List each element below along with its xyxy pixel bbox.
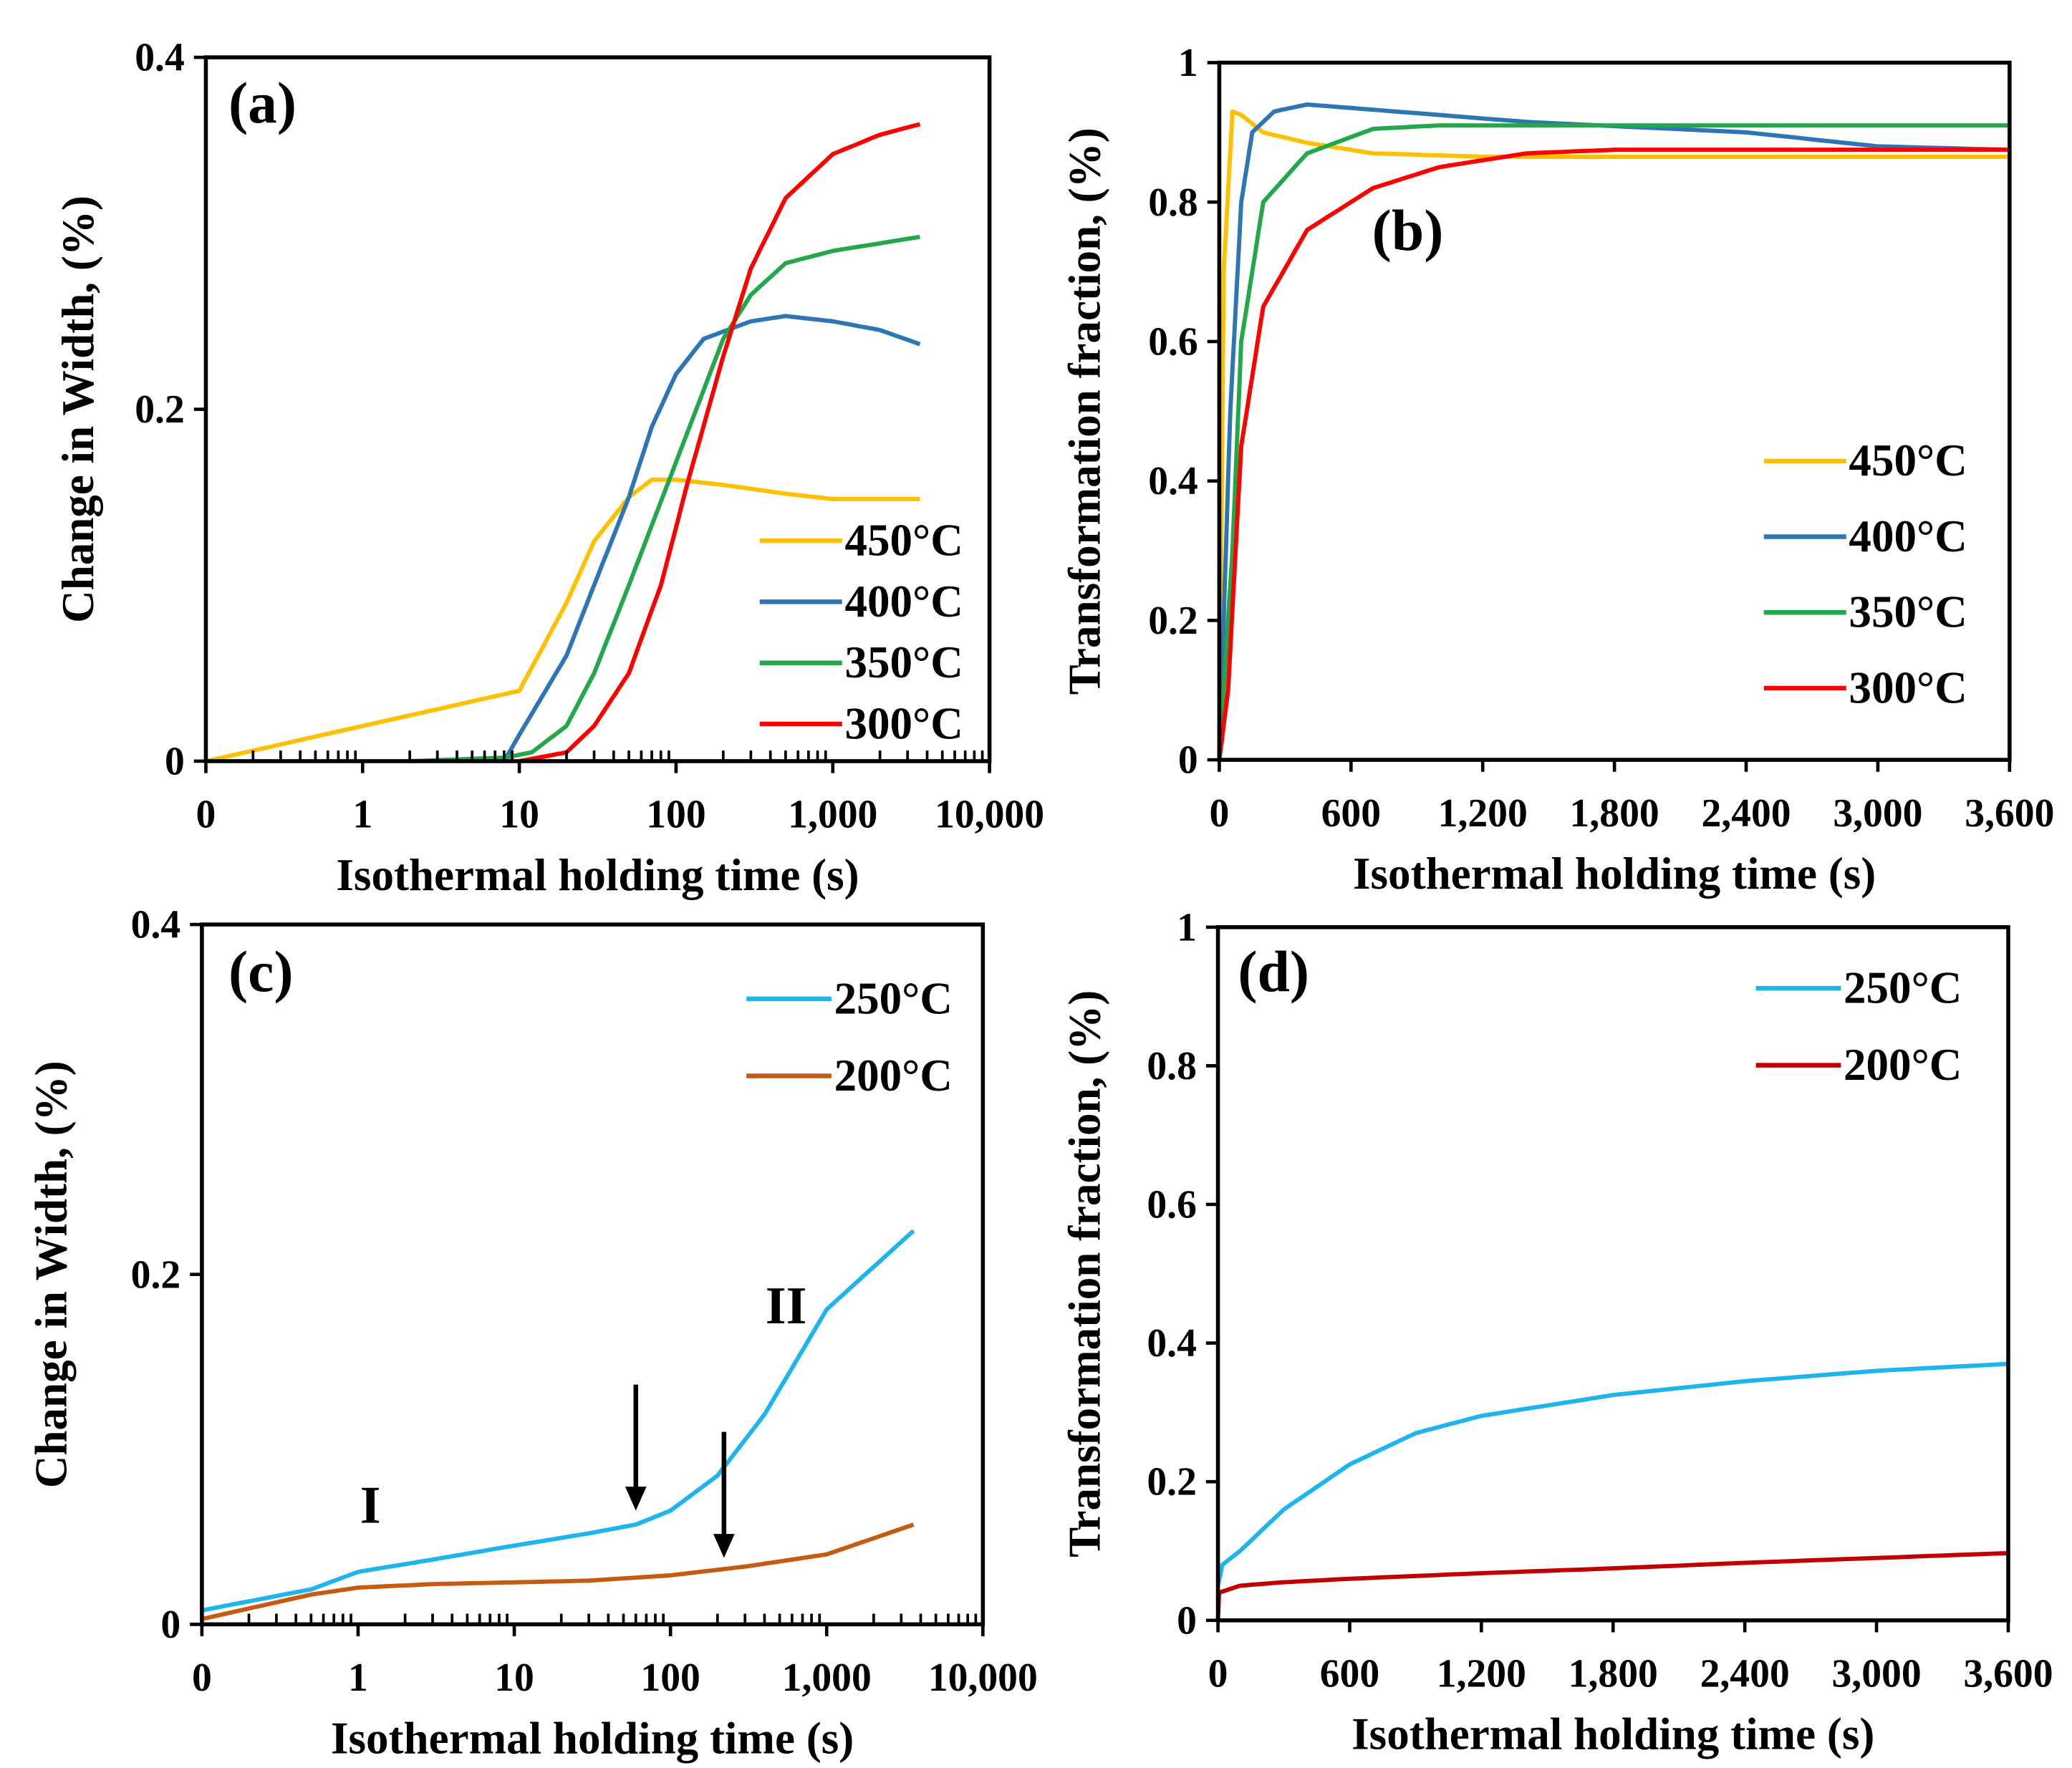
x-tick-label: 2,400 [1700,1652,1790,1696]
y-tick-label: 0.4 [1148,459,1198,503]
panel-label: (d) [1238,939,1309,1004]
x-tick-label: 600 [1321,791,1381,836]
y-axis-title: Transformation fraction, (%) [1060,127,1110,695]
x-axis-title: Isothermal holding time (s) [336,850,859,900]
series-line-200 [201,1522,915,1621]
legend-label: 250°C [1844,962,1962,1013]
x-tick-label: 3,600 [1963,1652,2053,1696]
x-tick-label: 0 [196,793,216,837]
series-line-450 [205,477,920,763]
x-tick-label: 3,000 [1833,791,1922,836]
y-tick-label: 0.8 [1148,180,1198,225]
y-tick-label: 0.6 [1147,1183,1197,1227]
panel-a: 450°C 400°C 350°C 300°C 0 0.2 0.4 0 1 10 100 1,000 1… [53,36,1044,900]
legend-label: 400°C [844,576,963,627]
series-line-300 [519,122,921,763]
x-tick-label: 3,600 [1965,791,2054,836]
x-tick-label: 0 [192,1656,212,1700]
series-line-200 [1215,1551,2009,1620]
y-tick-label: 0.6 [1148,319,1198,364]
series-line-400 [502,314,921,763]
x-tick-label: 1 [348,1656,368,1700]
x-axis-title: Isothermal holding time (s) [331,1713,854,1763]
panel-label: (c) [228,939,294,1004]
arrow-marker [625,1384,647,1511]
legend-label: 250°C [834,973,953,1023]
arrow-head-icon [713,1534,735,1558]
panel-b: 450°C 400°C 350°C 300°C 0 0.2 0.4 0.6 0.8 1 0 600 1,… [1060,41,2055,899]
y-tick-label: 1 [1177,905,1197,950]
y-tick-label: 0.2 [135,387,185,432]
x-tick-label: 1,800 [1570,791,1659,836]
y-tick-label: 0.4 [131,903,181,947]
x-tick-label: 10,000 [935,793,1044,837]
arrow-marker [713,1431,735,1558]
x-tick-label: 10 [499,793,539,837]
legend-label: 450°C [844,516,963,566]
x-tick-label: 2,400 [1701,791,1791,836]
plot-frame [1217,60,2012,762]
legend-label: 300°C [844,698,963,748]
y-tick-label: 0.2 [1147,1460,1197,1504]
legend-label: 200°C [1844,1040,1962,1090]
panel-label: (b) [1372,198,1444,263]
x-tick-label: 3,000 [1832,1652,1922,1696]
x-tick-label: 0 [1208,1652,1228,1696]
series-line-250 [201,1229,915,1613]
x-axis-title: Isothermal holding time (s) [1353,849,1876,899]
panel-c: 250°C 200°C 0 0.2 0.4 0 1 10 100 1,000 10,000 Isoth… [26,903,1038,1764]
series-line-300 [1217,148,2010,760]
legend-label: 350°C [844,637,963,687]
y-axis-title: Transformation fraction, (%) [1060,990,1110,1557]
x-tick-label: 1,000 [782,1656,872,1700]
legend-label: 300°C [1849,662,1967,712]
x-tick-label: 1,800 [1569,1652,1658,1696]
y-tick-label: 0 [1177,1598,1197,1643]
series-line-350 [410,234,920,763]
y-tick-label: 0.4 [1147,1321,1197,1366]
y-tick-label: 0.8 [1147,1044,1197,1088]
x-tick-label: 1,000 [788,793,877,837]
y-tick-label: 0.4 [135,36,185,80]
x-tick-label: 1,200 [1437,1652,1526,1696]
plot-frame [1215,924,2010,1623]
x-tick-label: 100 [646,793,705,837]
y-tick-label: 0 [160,1603,180,1647]
x-tick-label: 1,200 [1438,791,1528,836]
x-tick-label: 100 [640,1656,700,1700]
legend-label: 350°C [1849,587,1967,637]
x-tick-label: 0 [1210,791,1230,836]
x-tick-label: 600 [1320,1652,1379,1696]
series-line-400 [1217,102,2010,760]
stage-annotation: I [360,1477,381,1535]
panel-label: (a) [228,70,297,135]
legend-label: 200°C [834,1050,953,1101]
series-line-350 [1217,123,2010,760]
y-tick-label: 0.2 [131,1252,181,1297]
y-axis-title: Change in Width, (%) [53,195,103,623]
x-tick-label: 10,000 [928,1656,1038,1700]
y-tick-label: 0.2 [1148,599,1198,643]
y-tick-label: 0 [165,740,185,784]
x-tick-label: 10 [494,1656,534,1700]
y-tick-label: 0 [1178,738,1198,783]
y-tick-label: 1 [1178,41,1198,85]
panel-d: 250°C 200°C 0 0.2 0.4 0.6 0.8 1 0 600 1,200 1,800 2,… [1060,905,2053,1759]
y-axis-title: Change in Width, (%) [26,1061,77,1488]
legend-label: 400°C [1849,511,1967,561]
legend-label: 450°C [1849,435,1967,486]
series-line-450 [1217,109,2010,760]
arrow-head-icon [625,1487,647,1511]
stage-annotation: II [766,1277,807,1335]
series-line-250 [1215,1361,2009,1586]
x-tick-label: 1 [352,793,372,837]
x-axis-title: Isothermal holding time (s) [1351,1709,1874,1759]
